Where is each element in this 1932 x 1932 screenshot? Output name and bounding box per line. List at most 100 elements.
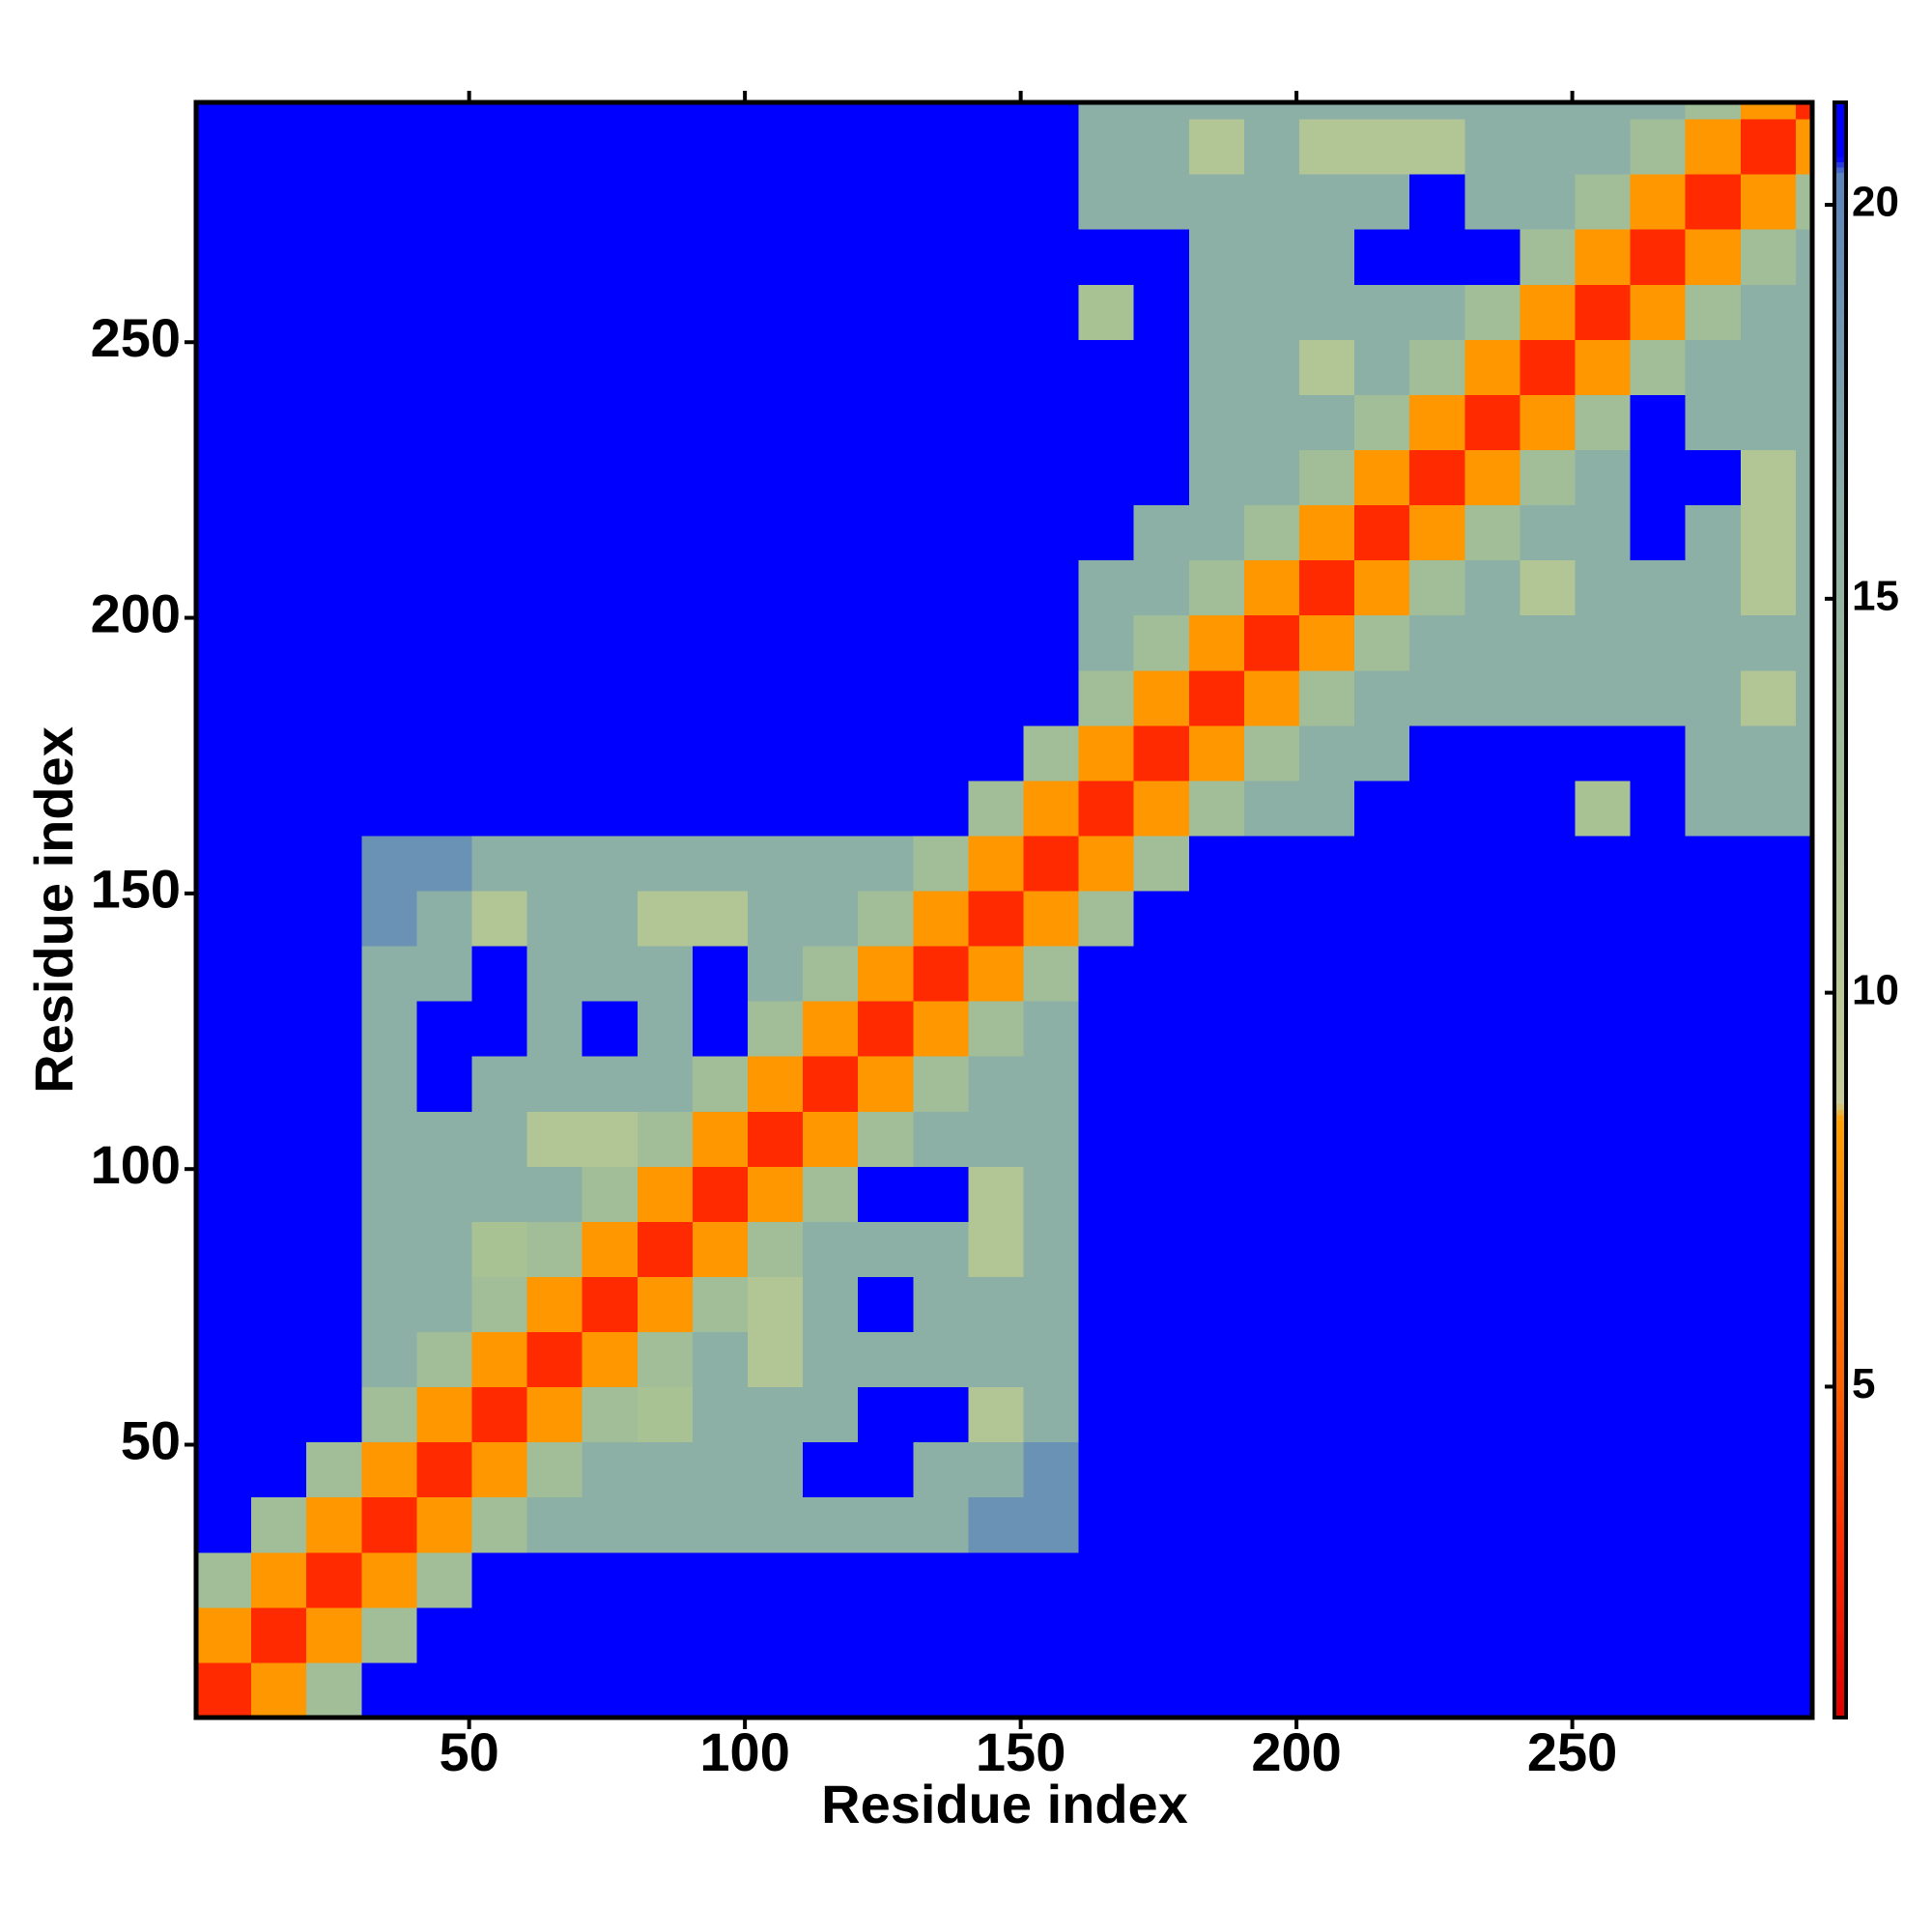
- colorbar-step: [1834, 1308, 1846, 1315]
- heatmap-cell: [913, 339, 969, 395]
- heatmap-cell: [913, 780, 969, 837]
- heatmap-cell: [1630, 229, 1687, 285]
- x-axis-title: Residue index: [821, 1774, 1188, 1834]
- heatmap-cell: [1078, 669, 1135, 726]
- heatmap-cell: [1520, 946, 1576, 1002]
- heatmap-cell: [803, 504, 859, 561]
- heatmap-cell: [1795, 1606, 1813, 1663]
- heatmap-cell: [1298, 559, 1355, 616]
- heatmap-cell: [637, 394, 694, 451]
- heatmap-cell: [1630, 724, 1687, 781]
- heatmap-cell: [913, 119, 969, 175]
- heatmap-cell: [1354, 229, 1410, 285]
- colorbar-tick-label: 15: [1852, 572, 1899, 619]
- colorbar-step: [1834, 532, 1846, 540]
- heatmap-cell: [1298, 1606, 1355, 1663]
- heatmap-cell: [1740, 1001, 1797, 1057]
- heatmap-cell: [1685, 1662, 1742, 1719]
- heatmap-cell: [1685, 504, 1742, 561]
- colorbar-step: [1834, 915, 1846, 922]
- heatmap-cell: [526, 394, 583, 451]
- heatmap-cell: [692, 1606, 749, 1663]
- heatmap-cell: [361, 1001, 417, 1057]
- heatmap-cell: [1685, 394, 1742, 451]
- heatmap-cell: [747, 1276, 804, 1333]
- heatmap-cell: [416, 449, 472, 506]
- colorbar-step: [1834, 1712, 1846, 1719]
- heatmap-cell: [1133, 669, 1190, 726]
- heatmap-cell: [637, 1276, 694, 1333]
- colorbar-step: [1834, 134, 1846, 141]
- colorbar-step: [1834, 1405, 1846, 1411]
- heatmap-cell: [1630, 835, 1687, 892]
- heatmap-cell: [968, 1056, 1024, 1112]
- heatmap-cell: [306, 1221, 362, 1277]
- colorbar-step: [1834, 419, 1846, 426]
- heatmap-cell: [1409, 1221, 1465, 1277]
- heatmap-cell: [196, 1441, 252, 1498]
- heatmap-cell: [1133, 1386, 1190, 1443]
- colorbar-step: [1834, 495, 1846, 502]
- heatmap-cell: [1740, 504, 1797, 561]
- colorbar-step: [1834, 608, 1846, 615]
- heatmap-cell: [1575, 1496, 1632, 1553]
- colorbar-step: [1834, 781, 1846, 787]
- heatmap-cell: [858, 284, 914, 340]
- colorbar-step: [1834, 570, 1846, 578]
- heatmap-cell: [858, 119, 914, 175]
- colorbar-step: [1834, 996, 1846, 1003]
- heatmap-cell: [1630, 102, 1687, 120]
- heatmap-cell: [637, 835, 694, 892]
- heatmap-cell: [251, 119, 307, 175]
- heatmap-cell: [1575, 669, 1632, 726]
- heatmap-cell: [416, 1386, 472, 1443]
- heatmap-cell: [196, 559, 252, 616]
- colorbar-step: [1834, 1168, 1846, 1175]
- heatmap-cell: [692, 1166, 749, 1222]
- heatmap-cell: [637, 614, 694, 671]
- heatmap-cell: [803, 1662, 859, 1719]
- heatmap-cell: [1298, 1441, 1355, 1498]
- heatmap-cell: [1575, 449, 1632, 506]
- heatmap-cell: [251, 1662, 307, 1719]
- heatmap-cell: [1354, 559, 1410, 616]
- heatmap-cell: [1575, 1221, 1632, 1277]
- heatmap-cell: [1575, 1001, 1632, 1057]
- colorbar-step: [1834, 856, 1846, 863]
- heatmap-cell: [471, 724, 528, 781]
- heatmap-cell: [1409, 669, 1465, 726]
- colorbar-step: [1834, 479, 1846, 486]
- heatmap-cell: [526, 1276, 583, 1333]
- colorbar-step: [1834, 743, 1846, 750]
- heatmap-cell: [196, 1662, 252, 1719]
- heatmap-cell: [1630, 1276, 1687, 1333]
- y-tick-label: 200: [91, 582, 181, 643]
- colorbar-step: [1834, 861, 1846, 868]
- colorbar-step: [1834, 1394, 1846, 1401]
- colorbar-step: [1834, 936, 1846, 944]
- colorbar-step: [1834, 269, 1846, 275]
- colorbar-step: [1834, 1141, 1846, 1148]
- heatmap-cell: [196, 1001, 252, 1057]
- heatmap-cell: [803, 780, 859, 837]
- heatmap-cell: [858, 1606, 914, 1663]
- heatmap-cell: [1409, 1606, 1465, 1663]
- colorbar-step: [1834, 1432, 1846, 1438]
- heatmap-cell: [1354, 1662, 1410, 1719]
- colorbar-step: [1834, 1340, 1846, 1348]
- heatmap-cell: [251, 1551, 307, 1608]
- colorbar-step: [1834, 1055, 1846, 1062]
- heatmap-cell: [1023, 614, 1080, 671]
- heatmap-cell: [747, 614, 804, 671]
- heatmap-cell: [858, 1331, 914, 1388]
- heatmap-cell: [1023, 174, 1080, 230]
- heatmap-cell: [1133, 339, 1190, 395]
- colorbar-step: [1834, 124, 1846, 130]
- colorbar-step: [1834, 1324, 1846, 1331]
- heatmap-cell: [1023, 102, 1080, 120]
- heatmap-cell: [1630, 449, 1687, 506]
- heatmap-cell: [361, 174, 417, 230]
- heatmap-cell: [526, 559, 583, 616]
- heatmap-cell: [471, 1386, 528, 1443]
- heatmap-cell: [1575, 614, 1632, 671]
